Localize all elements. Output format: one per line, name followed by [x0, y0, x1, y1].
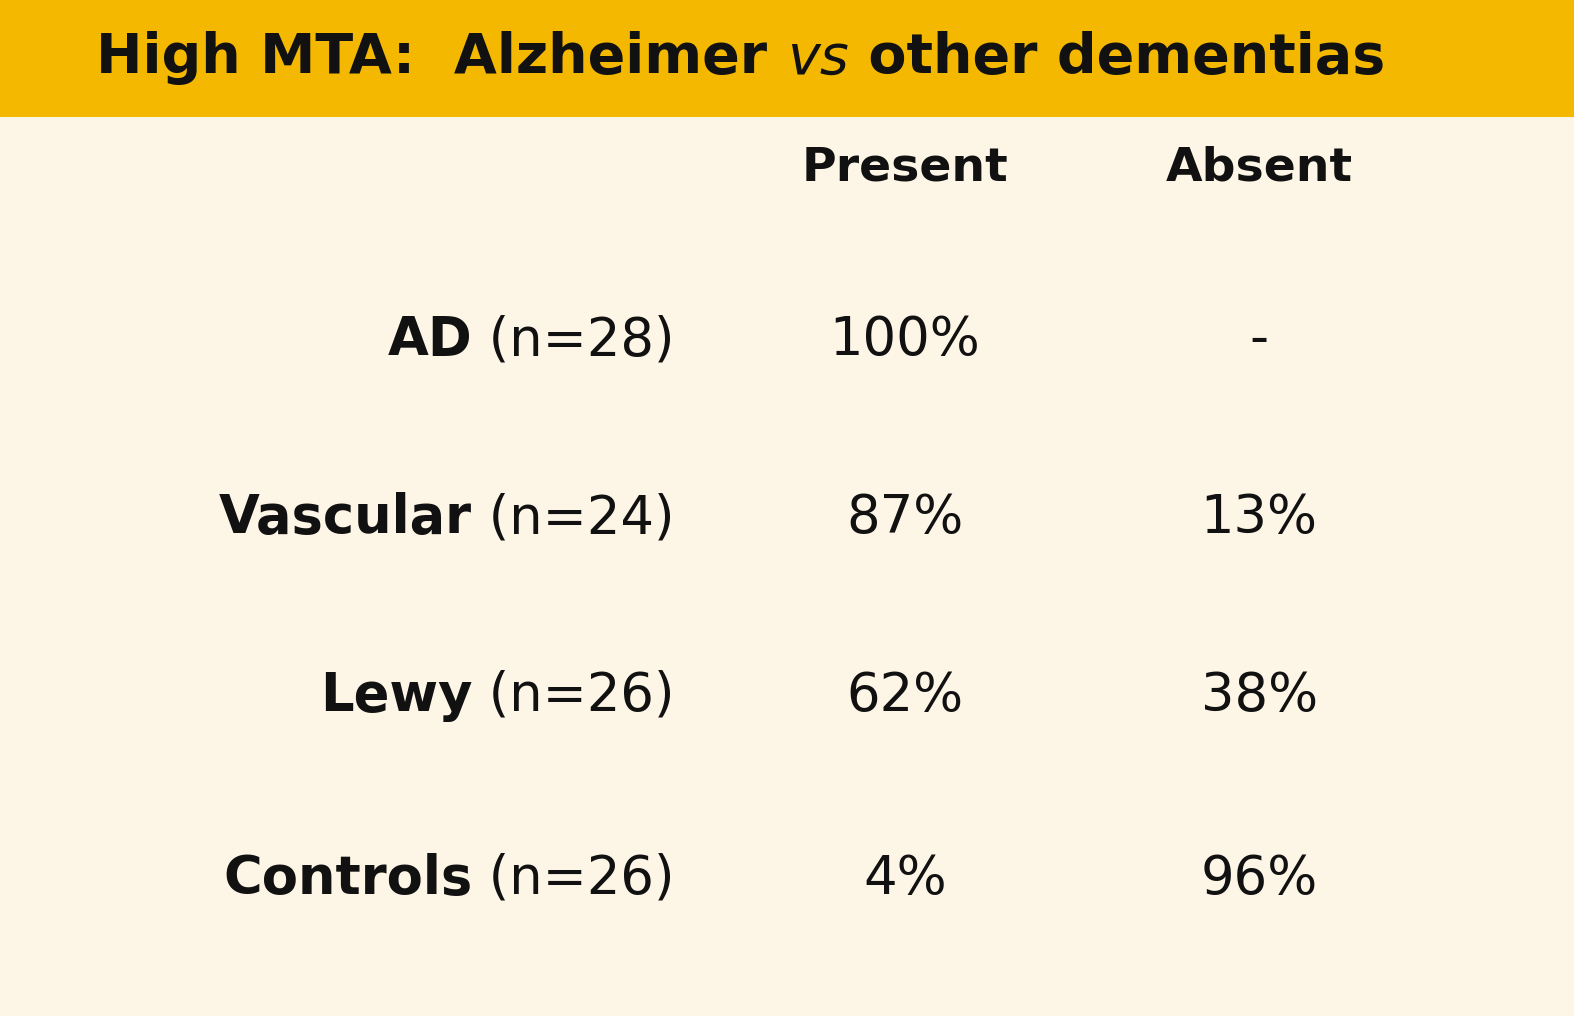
Text: 100%: 100%: [829, 314, 981, 367]
Text: High MTA:  Alzheimer: High MTA: Alzheimer: [96, 31, 787, 85]
Text: 62%: 62%: [847, 670, 963, 722]
Text: -: -: [1250, 314, 1269, 367]
Text: (n=26): (n=26): [472, 670, 675, 722]
Text: Present: Present: [801, 145, 1009, 190]
Text: (n=28): (n=28): [472, 314, 675, 367]
Text: Controls: Controls: [224, 852, 472, 905]
Text: 96%: 96%: [1201, 852, 1317, 905]
Text: Absent: Absent: [1166, 145, 1352, 190]
Text: other dementias: other dementias: [848, 31, 1385, 85]
Text: (n=24): (n=24): [472, 492, 675, 545]
Text: 87%: 87%: [847, 492, 963, 545]
Text: (n=26): (n=26): [472, 852, 675, 905]
Text: Lewy: Lewy: [320, 670, 472, 722]
Text: 4%: 4%: [863, 852, 948, 905]
Text: vs: vs: [787, 31, 848, 85]
Text: AD: AD: [387, 314, 472, 367]
Text: 38%: 38%: [1201, 670, 1317, 722]
Bar: [0, 0, 1574, 117]
Text: Vascular: Vascular: [219, 492, 472, 545]
Text: 13%: 13%: [1201, 492, 1317, 545]
